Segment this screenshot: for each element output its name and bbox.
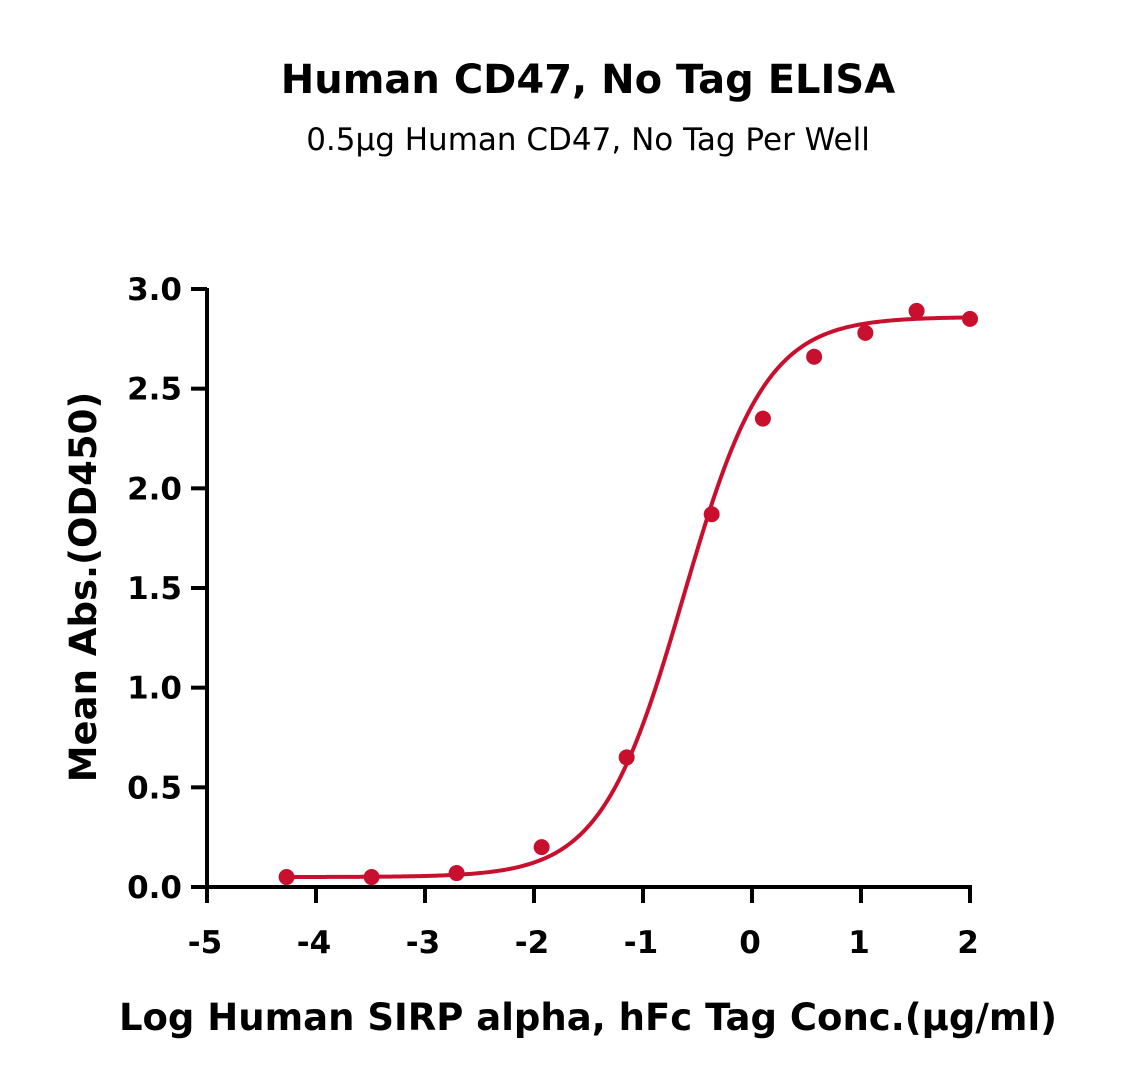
x-ticks: -5 -4 -3 -2 -1 0 1 2 bbox=[188, 887, 979, 961]
data-point bbox=[908, 302, 925, 319]
y-tick-label: 2.5 bbox=[127, 372, 182, 408]
x-tick-label: -1 bbox=[624, 925, 658, 961]
y-tick-label: 2.0 bbox=[127, 471, 182, 507]
data-point bbox=[278, 869, 295, 886]
y-tick-label: 1.5 bbox=[127, 571, 182, 607]
x-axis-label: Log Human SIRP alpha, hFc Tag Conc.(µg/m… bbox=[119, 996, 1057, 1039]
y-tick-label: 0.5 bbox=[127, 770, 182, 806]
x-tick-label: 0 bbox=[739, 925, 761, 961]
data-point bbox=[618, 749, 635, 766]
data-point bbox=[806, 348, 823, 365]
fit-curve bbox=[286, 315, 971, 879]
x-tick-label: 1 bbox=[848, 925, 870, 961]
x-tick-label: 2 bbox=[957, 925, 979, 961]
data-point bbox=[857, 324, 874, 341]
chart-subtitle: 0.5µg Human CD47, No Tag Per Well bbox=[306, 122, 870, 158]
data-point bbox=[448, 865, 465, 882]
data-point bbox=[754, 410, 771, 427]
plot-area: 0.0 0.5 1.0 1.5 2.0 2.5 3.0 -5 -4 -3 -2 -1 0 1 2 bbox=[127, 272, 979, 961]
chart-title: Human CD47, No Tag ELISA bbox=[281, 57, 895, 103]
y-ticks: 0.0 0.5 1.0 1.5 2.0 2.5 3.0 bbox=[127, 272, 207, 906]
x-tick-label: -2 bbox=[515, 925, 549, 961]
data-points bbox=[278, 302, 978, 886]
x-tick-label: -5 bbox=[188, 925, 222, 961]
y-tick-label: 3.0 bbox=[127, 272, 182, 308]
data-point bbox=[363, 869, 380, 886]
y-tick-label: 1.0 bbox=[127, 671, 182, 707]
x-tick-label: -4 bbox=[297, 925, 331, 961]
y-tick-label: 0.0 bbox=[127, 870, 182, 906]
data-point bbox=[533, 839, 550, 856]
x-tick-label: -3 bbox=[406, 925, 440, 961]
data-point bbox=[962, 310, 978, 327]
data-point bbox=[703, 506, 720, 523]
y-axis-label: Mean Abs.(OD450) bbox=[62, 392, 105, 783]
